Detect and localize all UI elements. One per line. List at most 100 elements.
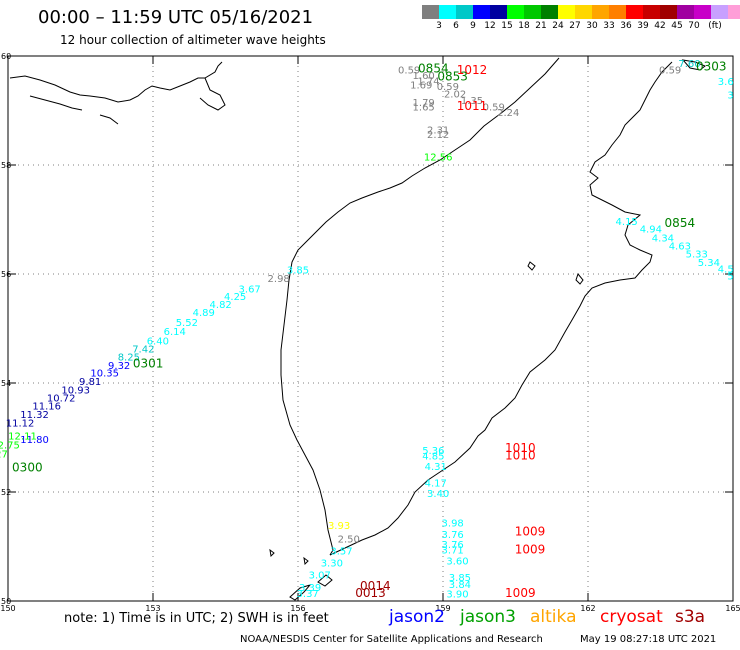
wave-height-value: 11.80 <box>20 435 49 446</box>
wave-height-value: 7.42 <box>132 344 154 355</box>
wave-height-value: 10.35 <box>90 368 119 379</box>
wave-height-value: 3.6 <box>718 77 734 88</box>
kuril-island <box>269 548 275 558</box>
wave-height-value: 5.36 <box>422 446 444 457</box>
island-outline <box>681 59 706 71</box>
kuril-island <box>289 584 312 601</box>
wave-height-value: 3.84 <box>449 580 471 591</box>
longitude-label: 165 <box>725 604 740 613</box>
wave-height-value: 1.65 <box>413 103 435 114</box>
wave-height-value: 3.67 <box>239 285 261 296</box>
wave-height-value: 10.72 <box>47 394 76 405</box>
wave-height-value: 1.35 <box>461 96 483 107</box>
colorbar-swatch <box>558 5 575 19</box>
latitude-label: 50 <box>1 597 11 606</box>
pass-time-label: 1009 <box>515 543 546 557</box>
wave-height-value: 4.63 <box>669 241 691 252</box>
satellite-legend-jason3: jason3 <box>460 607 516 627</box>
wave-height-value: 2.02 <box>444 89 466 100</box>
wave-height-value: 11.32 <box>20 410 49 421</box>
legend-label-s3a: s3a <box>675 607 706 627</box>
wave-height-value: 4.15 <box>616 217 638 228</box>
wave-height-value: 4.85 <box>422 451 444 462</box>
wave-height-value: 2.31 <box>427 125 449 136</box>
island-outline <box>527 261 536 271</box>
map-grid <box>7 55 734 602</box>
wave-height-value: 4.82 <box>210 300 232 311</box>
pass-time-label: 0854 <box>418 61 449 75</box>
wave-height-value: 4.34 <box>652 233 674 244</box>
satellite-legend-cryosat: cryosat <box>600 607 663 627</box>
pass-time-label: 0853 <box>437 70 468 84</box>
wave-height-value: 11.16 <box>32 402 61 413</box>
wave-height-value: 3.85 <box>449 573 471 584</box>
longitude-label: 159 <box>435 604 450 613</box>
wave-height-value: 3.40 <box>427 489 449 500</box>
satellite-legend-altika: altika <box>530 607 577 627</box>
wave-height-value: 1.74 <box>417 76 439 87</box>
coast-fragment <box>99 114 119 125</box>
colorbar-label: 24 <box>552 21 564 31</box>
magadan-coastline <box>9 61 223 103</box>
colorbar-label: 70 <box>688 21 700 31</box>
colorbar-swatch <box>592 5 609 19</box>
wave-height-value: 1.69 <box>410 81 432 92</box>
latitude-label: 54 <box>1 379 11 388</box>
colorbar-swatch <box>677 5 694 19</box>
footer-credit: NOAA/NESDIS Center for Satellite Applica… <box>240 634 543 645</box>
wave-height-value: 0.59 <box>483 103 505 114</box>
latitude-label: 58 <box>1 161 11 170</box>
longitude-label: 156 <box>290 604 305 613</box>
colorbar-swatch <box>728 5 740 19</box>
wave-height-value: 4.94 <box>640 225 662 236</box>
colorbar-label: 6 <box>453 21 459 31</box>
colorbar-unit: (ft) <box>708 21 722 31</box>
colorbar-swatch <box>507 5 524 19</box>
colorbar-swatch <box>473 5 490 19</box>
colorbar-label: 9 <box>470 21 476 31</box>
map-frame <box>7 55 734 602</box>
pass-time-label: 1012 <box>457 63 488 77</box>
colorbar-swatch <box>711 5 728 19</box>
map-title: 00:00 – 11:59 UTC 05/16/2021 <box>38 7 314 28</box>
wave-height-value: 4.17 <box>425 479 447 490</box>
wave-height-value: 3.71 <box>442 546 464 557</box>
colorbar-swatch <box>422 5 439 19</box>
colorbar-swatch <box>524 5 541 19</box>
wave-height-value: 11.12 <box>6 419 35 430</box>
wave-height-value: 4.25 <box>224 292 246 303</box>
pass-time-label: 0301 <box>133 357 164 371</box>
wave-height-value: 3.07 <box>309 571 331 582</box>
longitude-label: 150 <box>0 604 15 613</box>
wave-height-value: 3.93 <box>328 521 350 532</box>
colorbar-label: 12 <box>484 21 496 31</box>
wave-height-value: 5 <box>727 271 733 282</box>
wave-height-value: 8.25 <box>118 353 140 364</box>
pass-time-label: 1010 <box>505 448 536 462</box>
wave-height-value: 6.14 <box>164 327 186 338</box>
wave-height-value: 3.57 <box>330 547 352 558</box>
map-subtitle: 12 hour collection of altimeter wave hei… <box>60 33 326 47</box>
colorbar-label: 18 <box>518 21 530 31</box>
wave-height-value: 3.76 <box>442 540 464 551</box>
colorbar-label: 45 <box>671 21 683 31</box>
colorbar-swatch <box>694 5 711 19</box>
wave-height-value: 4.5 <box>718 264 734 275</box>
colorbar-swatch <box>660 5 677 19</box>
colorbar-label: 30 <box>586 21 598 31</box>
pass-time-label: 1010 <box>505 441 536 455</box>
wave-height-value: 9.81 <box>79 377 101 388</box>
legend-label-cryosat: cryosat <box>600 607 663 627</box>
colorbar-swatch <box>439 5 456 19</box>
wave-height-value: 0.59 <box>437 82 459 93</box>
wave-height-value: 3.60 <box>446 556 468 567</box>
latitude-label: 56 <box>1 270 11 279</box>
colorbar-label: 3 <box>436 21 442 31</box>
wave-height-value: 12.11 <box>8 432 37 443</box>
kuril-island <box>303 556 309 566</box>
pass-time-label: 0303 <box>696 60 727 74</box>
colorbar-label: 15 <box>501 21 513 31</box>
wave-height-value: 9.32 <box>108 361 130 372</box>
wave-height-value: 5.34 <box>698 258 720 269</box>
wave-height-value: 0.59 <box>659 65 681 76</box>
